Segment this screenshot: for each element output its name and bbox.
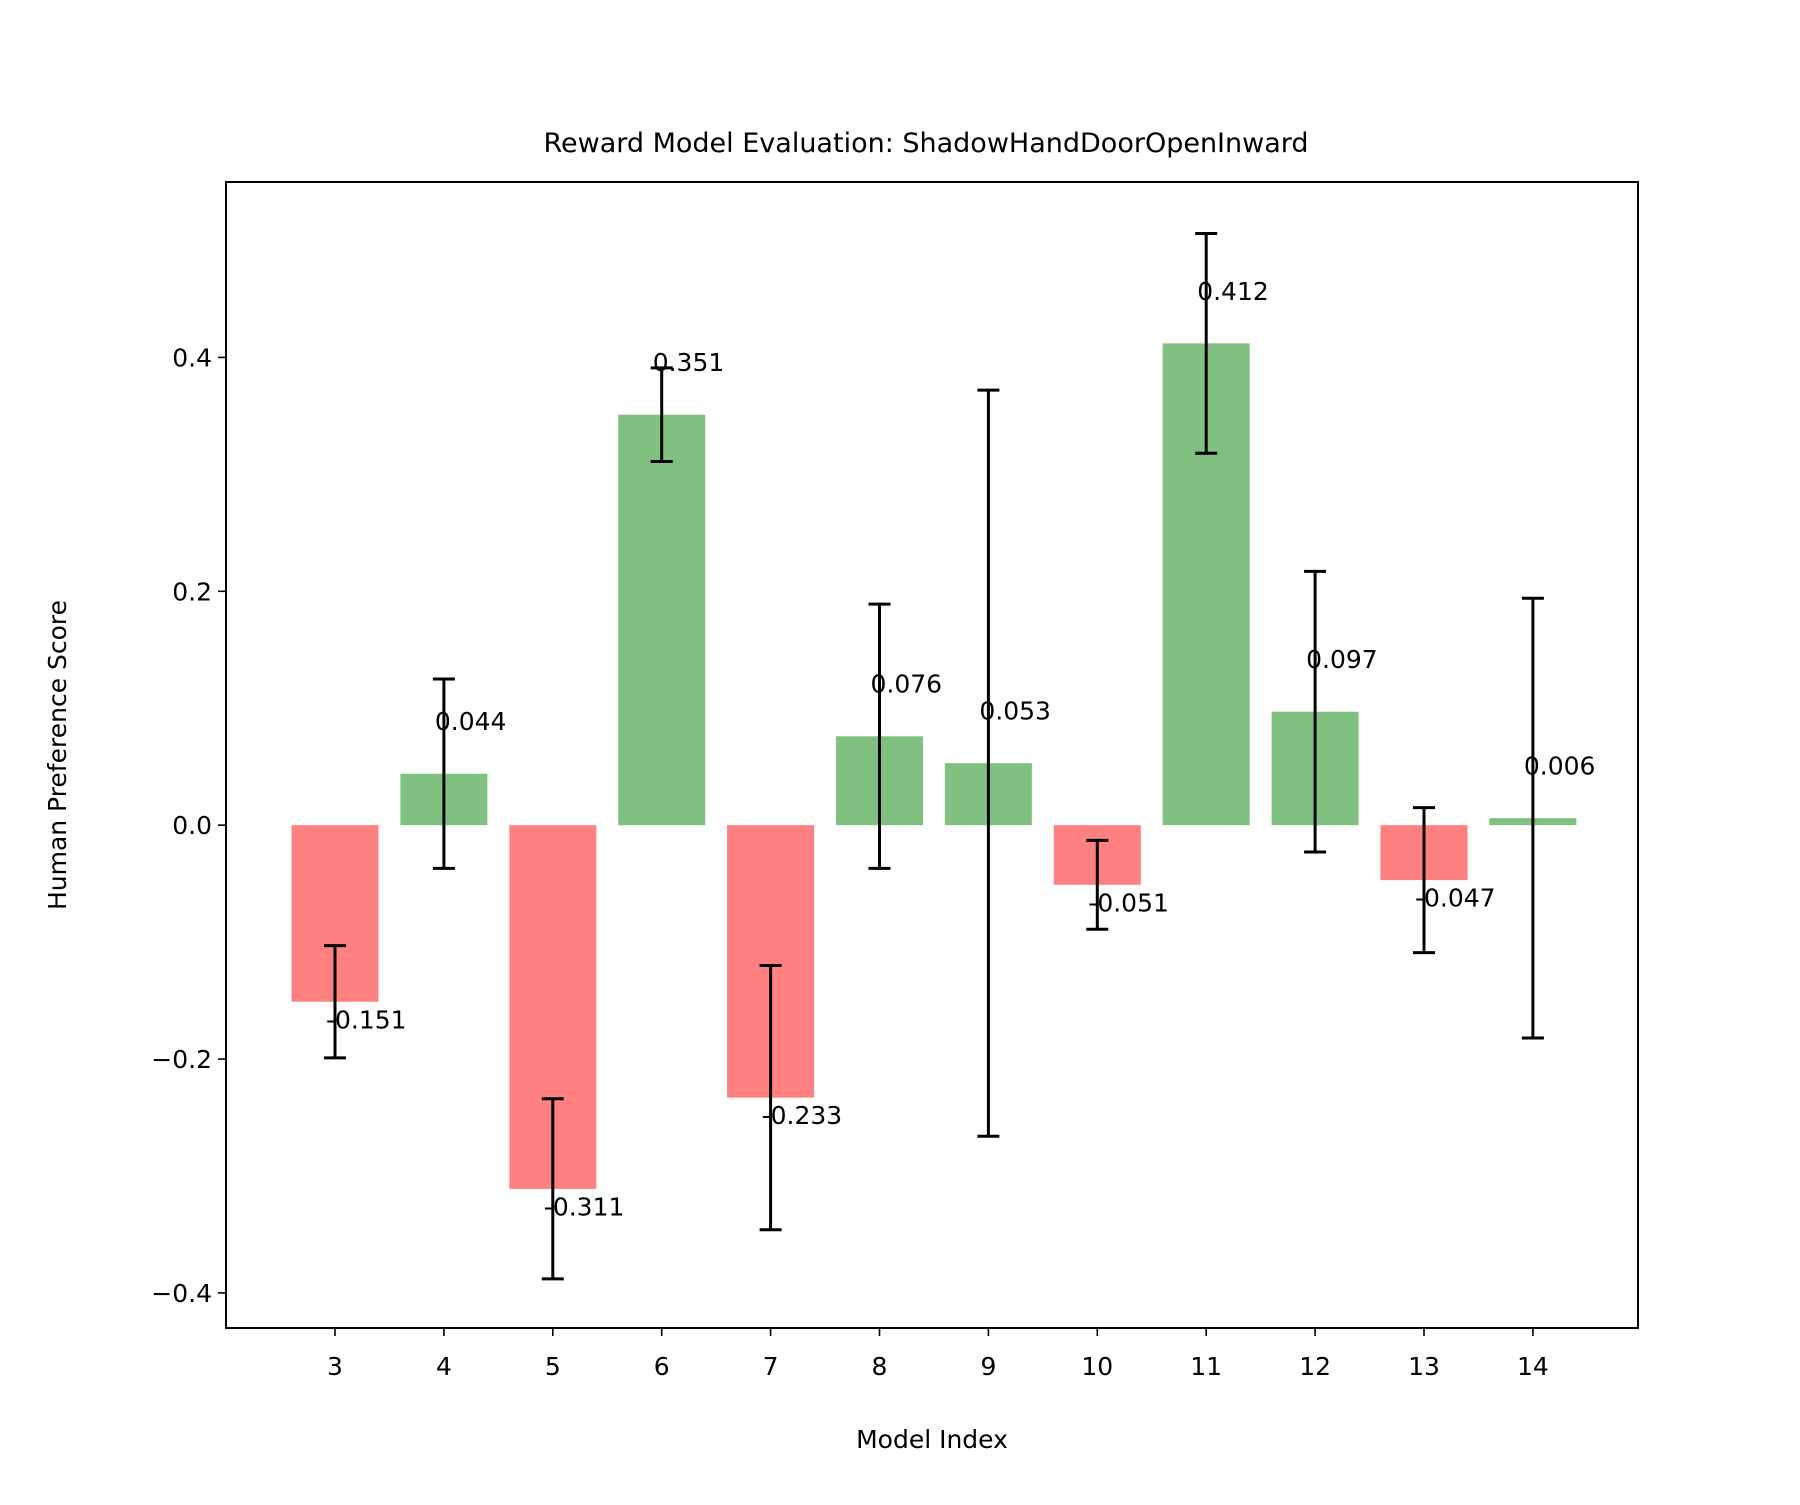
y-tick-label: −0.2 xyxy=(151,1045,212,1074)
value-label: 0.076 xyxy=(871,670,943,699)
x-axis-label: Model Index xyxy=(856,1425,1008,1454)
value-label: -0.311 xyxy=(544,1192,625,1221)
chart-title: Reward Model Evaluation: ShadowHandDoorO… xyxy=(543,128,1308,159)
x-tick-label: 7 xyxy=(763,1352,779,1381)
x-tick-label: 13 xyxy=(1408,1352,1440,1381)
value-label: -0.051 xyxy=(1088,888,1169,917)
x-tick-label: 4 xyxy=(436,1352,452,1381)
x-tick-label: 9 xyxy=(980,1352,996,1381)
x-axis: 3 4 5 6 7 8 9 10 11 12 13 14 xyxy=(327,1328,1549,1381)
bar xyxy=(618,414,706,826)
value-label: 0.412 xyxy=(1197,277,1269,306)
value-label: -0.233 xyxy=(762,1101,843,1130)
x-tick-label: 3 xyxy=(327,1352,343,1381)
x-tick-label: 6 xyxy=(654,1352,670,1381)
value-label: 0.044 xyxy=(435,707,507,736)
value-label: 0.006 xyxy=(1524,752,1596,781)
y-axis-label: Human Preference Score xyxy=(43,600,72,910)
y-tick-label: 0.0 xyxy=(172,811,212,840)
y-axis: −0.4 −0.2 0.0 0.2 0.4 xyxy=(151,343,226,1308)
error-bars-layer xyxy=(324,231,1544,1281)
bars-layer xyxy=(291,343,1577,1189)
value-label: 0.053 xyxy=(979,697,1051,726)
y-tick-label: −0.4 xyxy=(151,1279,212,1308)
x-tick-label: 12 xyxy=(1299,1352,1331,1381)
x-tick-label: 10 xyxy=(1081,1352,1113,1381)
y-tick-label: 0.4 xyxy=(172,343,212,372)
value-label: -0.151 xyxy=(326,1005,407,1034)
value-label: 0.351 xyxy=(653,348,725,377)
x-tick-label: 14 xyxy=(1517,1352,1549,1381)
x-tick-label: 11 xyxy=(1190,1352,1222,1381)
value-label: 0.097 xyxy=(1306,645,1378,674)
y-tick-label: 0.2 xyxy=(172,577,212,606)
value-labels-layer: -0.151 0.044 -0.311 0.351 -0.233 0.076 0.053 -0… xyxy=(326,277,1595,1222)
x-tick-label: 5 xyxy=(545,1352,561,1381)
plot-frame xyxy=(225,181,1639,1329)
value-label: -0.047 xyxy=(1415,884,1496,913)
x-tick-label: 8 xyxy=(872,1352,888,1381)
